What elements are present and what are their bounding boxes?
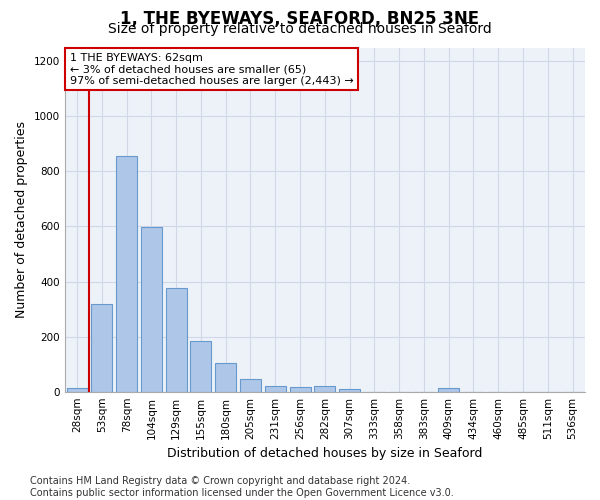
Y-axis label: Number of detached properties: Number of detached properties [15,121,28,318]
Bar [290,386,311,392]
Text: Contains HM Land Registry data © Crown copyright and database right 2024.
Contai: Contains HM Land Registry data © Crown c… [30,476,454,498]
Bar [438,388,459,392]
Bar [240,378,261,392]
X-axis label: Distribution of detached houses by size in Seaford: Distribution of detached houses by size … [167,447,482,460]
Bar [116,156,137,392]
Bar [67,388,88,392]
Bar [265,386,286,392]
Bar [91,304,112,392]
Text: 1 THE BYEWAYS: 62sqm
← 3% of detached houses are smaller (65)
97% of semi-detach: 1 THE BYEWAYS: 62sqm ← 3% of detached ho… [70,52,353,86]
Bar [141,227,162,392]
Text: Size of property relative to detached houses in Seaford: Size of property relative to detached ho… [108,22,492,36]
Text: 1, THE BYEWAYS, SEAFORD, BN25 3NE: 1, THE BYEWAYS, SEAFORD, BN25 3NE [121,10,479,28]
Bar [314,386,335,392]
Bar [166,288,187,392]
Bar [215,363,236,392]
Bar [339,389,360,392]
Bar [190,340,211,392]
